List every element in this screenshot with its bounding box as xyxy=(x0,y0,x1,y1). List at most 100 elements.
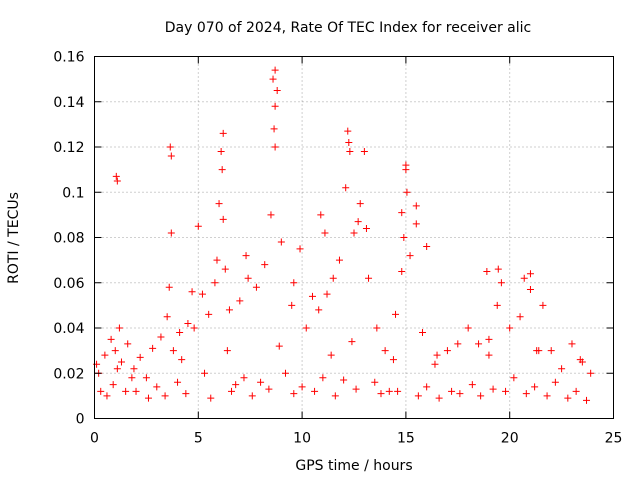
data-point xyxy=(240,374,248,382)
data-point xyxy=(111,347,119,355)
data-point xyxy=(219,215,227,223)
data-point xyxy=(345,138,353,146)
data-point xyxy=(232,381,240,389)
data-point xyxy=(228,387,236,395)
x-tick-labels: 0 5 10 15 20 25 xyxy=(90,431,622,447)
data-point xyxy=(115,324,123,332)
data-point xyxy=(112,172,120,180)
data-point xyxy=(362,224,370,232)
y-tick-label: 0.1 xyxy=(62,185,84,201)
data-point xyxy=(169,347,177,355)
data-point xyxy=(350,229,358,237)
data-point xyxy=(394,387,402,395)
y-tick-label: 0.12 xyxy=(53,140,84,156)
data-point xyxy=(398,209,406,217)
data-point xyxy=(167,229,175,237)
x-tick-label: 0 xyxy=(90,431,99,447)
data-point xyxy=(225,306,233,314)
data-point xyxy=(344,127,352,135)
data-point xyxy=(242,252,250,260)
data-points xyxy=(93,66,595,404)
data-point xyxy=(340,376,348,384)
data-point xyxy=(221,265,229,273)
data-point xyxy=(423,383,431,391)
data-point xyxy=(207,394,215,402)
data-point xyxy=(531,383,539,391)
y-tick-label: 0.02 xyxy=(53,366,84,382)
data-point xyxy=(290,390,298,398)
data-point xyxy=(128,374,136,382)
x-tick-label: 5 xyxy=(194,431,203,447)
data-point xyxy=(365,274,373,282)
data-point xyxy=(130,365,138,373)
data-point xyxy=(271,102,279,110)
data-point xyxy=(371,378,379,386)
data-point xyxy=(265,385,273,393)
data-point xyxy=(419,329,427,337)
data-point xyxy=(526,286,534,294)
data-point xyxy=(101,351,109,359)
y-tick-label: 0.06 xyxy=(53,276,84,292)
data-point xyxy=(558,365,566,373)
data-point xyxy=(477,392,485,400)
plot-frame xyxy=(94,56,614,419)
data-point xyxy=(506,324,514,332)
data-point xyxy=(454,340,462,348)
data-point xyxy=(107,335,115,343)
data-point xyxy=(244,274,252,282)
data-point xyxy=(298,383,306,391)
data-point xyxy=(402,161,410,169)
data-point xyxy=(321,229,329,237)
data-point xyxy=(564,394,572,402)
data-point xyxy=(103,392,111,400)
data-point xyxy=(302,324,310,332)
data-point xyxy=(142,374,150,382)
data-point xyxy=(213,256,221,264)
data-point xyxy=(510,374,518,382)
data-point xyxy=(406,252,414,260)
axis-ticks xyxy=(94,56,614,419)
data-point xyxy=(352,385,360,393)
y-tick-label: 0.04 xyxy=(53,321,84,337)
y-tick-label: 0.08 xyxy=(53,231,84,247)
y-tick-labels: 0 0.02 0.04 0.06 0.08 0.1 0.12 0.14 0.16 xyxy=(53,50,84,428)
data-point xyxy=(288,301,296,309)
data-point xyxy=(485,335,493,343)
data-point xyxy=(398,267,406,275)
data-point xyxy=(205,310,213,318)
data-point xyxy=(124,340,132,348)
data-point xyxy=(136,353,144,361)
data-point xyxy=(381,347,389,355)
data-point xyxy=(377,390,385,398)
y-tick-label: 0.14 xyxy=(53,95,84,111)
data-point xyxy=(163,313,171,321)
x-tick-label: 15 xyxy=(397,431,415,447)
data-point xyxy=(331,392,339,400)
data-point xyxy=(576,356,584,364)
data-point xyxy=(412,220,420,228)
data-point xyxy=(201,369,209,377)
data-point xyxy=(475,340,483,348)
data-point xyxy=(389,356,397,364)
data-point xyxy=(267,211,275,219)
data-point xyxy=(270,125,278,133)
data-point xyxy=(342,184,350,192)
data-point xyxy=(161,392,169,400)
y-axis-label: ROTI / TECUs xyxy=(6,192,22,284)
y-tick-label: 0.16 xyxy=(53,50,84,66)
data-point xyxy=(323,290,331,298)
data-point xyxy=(97,387,105,395)
data-point xyxy=(435,394,443,402)
data-point xyxy=(277,238,285,246)
x-tick-label: 10 xyxy=(293,431,311,447)
data-point xyxy=(176,329,184,337)
data-point xyxy=(356,200,364,208)
data-point xyxy=(236,297,244,305)
data-point xyxy=(400,234,408,241)
data-point xyxy=(182,390,190,398)
y-tick-label: 0 xyxy=(76,412,85,428)
data-point xyxy=(516,313,524,321)
data-point xyxy=(354,218,362,226)
data-point xyxy=(572,387,580,395)
data-point xyxy=(329,274,337,282)
